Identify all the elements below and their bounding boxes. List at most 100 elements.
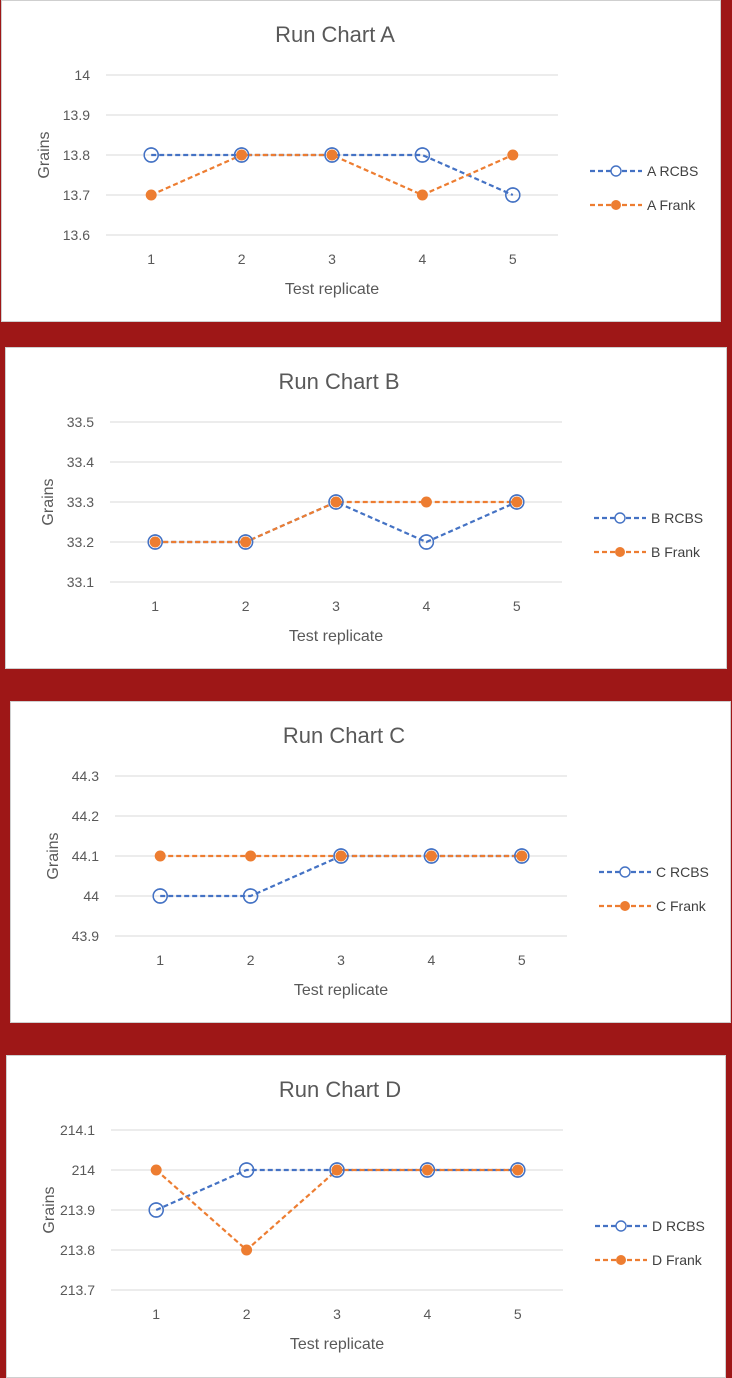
y-axis-label: Grains <box>45 832 62 879</box>
legend-label: D Frank <box>652 1252 703 1268</box>
data-point-outline-rcbs <box>328 494 344 510</box>
data-point-outline-rcbs <box>147 534 163 550</box>
legend-marker <box>615 547 625 557</box>
y-tick-label: 214 <box>72 1162 96 1178</box>
data-point-frank <box>425 850 437 862</box>
x-tick-label: 3 <box>332 598 340 614</box>
data-point-frank <box>512 1164 524 1176</box>
data-point-frank <box>421 1164 433 1176</box>
chart-svg-a: Run Chart A 13.6 13.7 13.8 13.9 14 1 2 3 4 5 Test r… <box>36 22 698 298</box>
data-point-outline-rcbs <box>423 848 440 864</box>
data-point-frank <box>331 1164 343 1176</box>
data-point-frank <box>154 850 166 862</box>
x-tick-label: 2 <box>247 952 255 968</box>
series-line-rcbs <box>155 1168 518 1212</box>
data-point-outline-rcbs <box>329 1162 345 1178</box>
x-axis-label: Test replicate <box>289 628 383 645</box>
legend-marker <box>610 165 622 177</box>
y-tick-label: 44 <box>83 888 99 904</box>
data-point-frank <box>241 1244 253 1256</box>
y-tick-label: 33.3 <box>67 494 94 510</box>
chart-title: Run Chart B <box>278 369 399 394</box>
legend-label: C Frank <box>656 898 707 914</box>
x-tick-label: 4 <box>424 1306 432 1322</box>
legend-label: C RCBS <box>656 864 709 880</box>
data-point-frank <box>240 536 252 548</box>
data-point-frank <box>236 149 248 161</box>
x-tick-label: 4 <box>419 251 427 267</box>
y-axis-label: Grains <box>40 478 57 525</box>
series-line-rcbs <box>160 854 522 898</box>
data-point-outline-rcbs <box>238 1162 255 1178</box>
run-chart-a-panel: Run Chart A 13.6 13.7 13.8 13.9 14 1 2 3 4 5 Test r… <box>1 0 721 322</box>
data-point-frank <box>516 850 528 862</box>
data-point-outline-rcbs <box>242 888 259 904</box>
y-tick-label: 43.9 <box>72 928 99 944</box>
x-tick-label: 4 <box>428 952 436 968</box>
series-line-frank <box>155 500 517 544</box>
legend-marker <box>620 901 630 911</box>
x-tick-label: 1 <box>152 1306 160 1322</box>
x-tick-label: 2 <box>243 1306 251 1322</box>
legend-label: B RCBS <box>651 510 703 526</box>
legend-marker <box>619 866 631 878</box>
x-tick-label: 3 <box>333 1306 341 1322</box>
legend-label: A Frank <box>647 197 696 213</box>
data-point-frank <box>511 496 523 508</box>
data-point-outline-rcbs <box>509 494 525 510</box>
data-point-frank <box>335 850 347 862</box>
data-point-frank <box>420 496 432 508</box>
y-tick-label: 214.1 <box>60 1122 95 1138</box>
data-point-frank <box>330 496 342 508</box>
data-point-frank <box>245 850 257 862</box>
data-point-outline-rcbs <box>514 848 530 864</box>
chart-svg-d: Run Chart D 213.7 213.8 213.9 214 214.1 1 2 3 4 5 T… <box>41 1077 705 1353</box>
x-tick-label: 5 <box>509 251 517 267</box>
data-point-outline-rcbs <box>324 147 340 163</box>
x-tick-label: 1 <box>147 251 155 267</box>
data-point-frank <box>149 536 161 548</box>
legend-label: D RCBS <box>652 1218 705 1234</box>
y-tick-label: 33.2 <box>67 534 94 550</box>
x-tick-label: 1 <box>156 952 164 968</box>
data-point-frank <box>150 1164 162 1176</box>
data-point-outline-rcbs <box>237 534 254 550</box>
data-point-outline-rcbs <box>333 848 349 864</box>
y-tick-label: 13.7 <box>63 187 90 203</box>
series-line-frank <box>150 153 514 197</box>
x-tick-label: 2 <box>238 251 246 267</box>
y-tick-label: 13.8 <box>63 147 90 163</box>
y-tick-label: 44.1 <box>72 848 99 864</box>
run-chart-d-panel: Run Chart D 213.7 213.8 213.9 214 214.1 1 2 3 4 5 T… <box>6 1055 726 1378</box>
x-tick-label: 1 <box>151 598 159 614</box>
legend-label: B Frank <box>651 544 701 560</box>
data-point-frank <box>326 149 338 161</box>
data-point-outline-rcbs <box>505 187 521 203</box>
legend-label: A RCBS <box>647 163 698 179</box>
data-point-outline-rcbs <box>414 147 431 163</box>
legend-marker <box>616 1255 626 1265</box>
y-tick-label: 44.3 <box>72 768 99 784</box>
chart-svg-c: Run Chart C 43.9 44 44.1 44.2 44.3 1 2 3 4 5 Test r… <box>45 723 709 999</box>
legend-marker <box>614 512 626 524</box>
x-axis-label: Test replicate <box>290 1336 384 1353</box>
x-tick-label: 3 <box>328 251 336 267</box>
x-tick-label: 5 <box>518 952 526 968</box>
y-axis-label: Grains <box>41 1186 58 1233</box>
data-point-outline-rcbs <box>143 147 159 163</box>
chart-title: Run Chart A <box>275 22 395 47</box>
x-axis-label: Test replicate <box>285 281 379 298</box>
x-tick-label: 4 <box>423 598 431 614</box>
x-tick-label: 5 <box>514 1306 522 1322</box>
y-tick-label: 14 <box>74 67 90 83</box>
x-tick-label: 5 <box>513 598 521 614</box>
chart-title: Run Chart C <box>283 723 405 748</box>
legend-marker <box>615 1220 627 1232</box>
run-chart-b-panel: Run Chart B 33.1 33.2 33.3 33.4 33.5 1 2 3 4 5 Test… <box>5 347 727 669</box>
x-axis-label: Test replicate <box>294 982 388 999</box>
y-tick-label: 33.4 <box>67 454 94 470</box>
data-point-frank <box>416 189 428 201</box>
data-point-outline-rcbs <box>233 147 250 163</box>
run-chart-c-panel: Run Chart C 43.9 44 44.1 44.2 44.3 1 2 3 4 5 Test r… <box>10 701 731 1023</box>
y-tick-label: 213.9 <box>60 1202 95 1218</box>
